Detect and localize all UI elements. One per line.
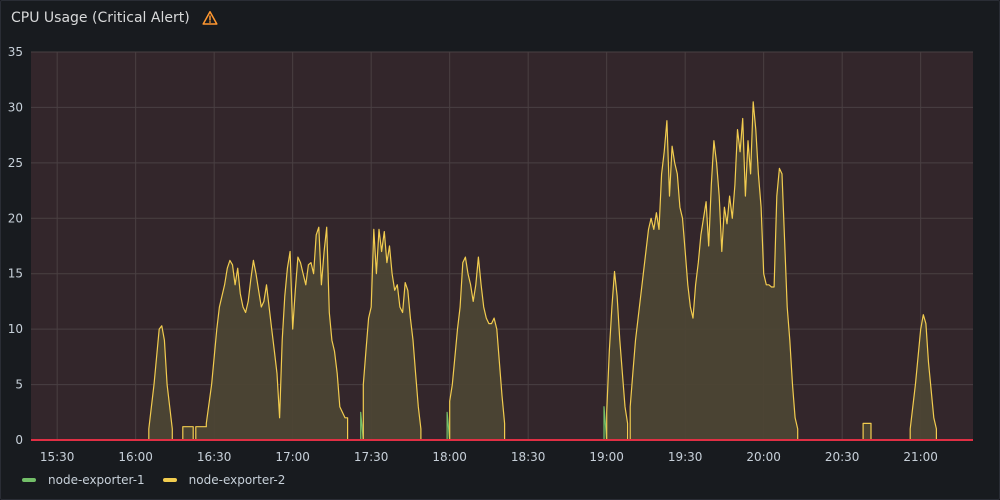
legend-swatch xyxy=(162,478,177,482)
legend-swatch xyxy=(22,478,36,482)
x-tick-label: 19:30 xyxy=(668,450,703,464)
series-line-node-exporter-1 xyxy=(360,406,608,441)
y-tick-label: 5 xyxy=(15,378,23,392)
legend-item-node-exporter-1[interactable]: node-exporter-1 xyxy=(22,473,145,487)
legend-item-node-exporter-2[interactable]: node-exporter-2 xyxy=(162,473,286,487)
series-line-node-exporter-2 xyxy=(148,101,937,441)
y-tick-label: 10 xyxy=(8,322,23,336)
warning-triangle-icon[interactable] xyxy=(202,10,218,26)
x-tick-label: 18:30 xyxy=(511,450,546,464)
x-tick-label: 20:30 xyxy=(825,450,860,464)
x-tick-label: 17:30 xyxy=(354,450,389,464)
y-tick-label: 0 xyxy=(15,433,23,447)
y-tick-label: 20 xyxy=(8,211,23,225)
y-tick-label: 35 xyxy=(8,45,23,59)
x-tick-label: 18:00 xyxy=(432,450,467,464)
x-tick-label: 16:30 xyxy=(197,450,232,464)
y-tick-label: 30 xyxy=(8,100,23,114)
y-tick-label: 15 xyxy=(8,267,23,281)
series-area-node-exporter-2 xyxy=(148,101,937,441)
panel-header: CPU Usage (Critical Alert) xyxy=(11,7,218,29)
x-tick-label: 16:00 xyxy=(118,450,153,464)
x-tick-label: 21:00 xyxy=(903,450,938,464)
legend-label: node-exporter-1 xyxy=(48,473,145,487)
legend: node-exporter-1 node-exporter-2 xyxy=(22,473,303,487)
x-tick-label: 19:00 xyxy=(589,450,624,464)
y-tick-label: 25 xyxy=(8,156,23,170)
plot-background xyxy=(31,52,973,440)
x-tick-label: 17:00 xyxy=(275,450,310,464)
x-tick-label: 15:30 xyxy=(40,450,75,464)
x-tick-label: 20:00 xyxy=(746,450,781,464)
legend-label: node-exporter-2 xyxy=(188,473,286,487)
panel-title[interactable]: CPU Usage (Critical Alert) xyxy=(11,10,190,26)
